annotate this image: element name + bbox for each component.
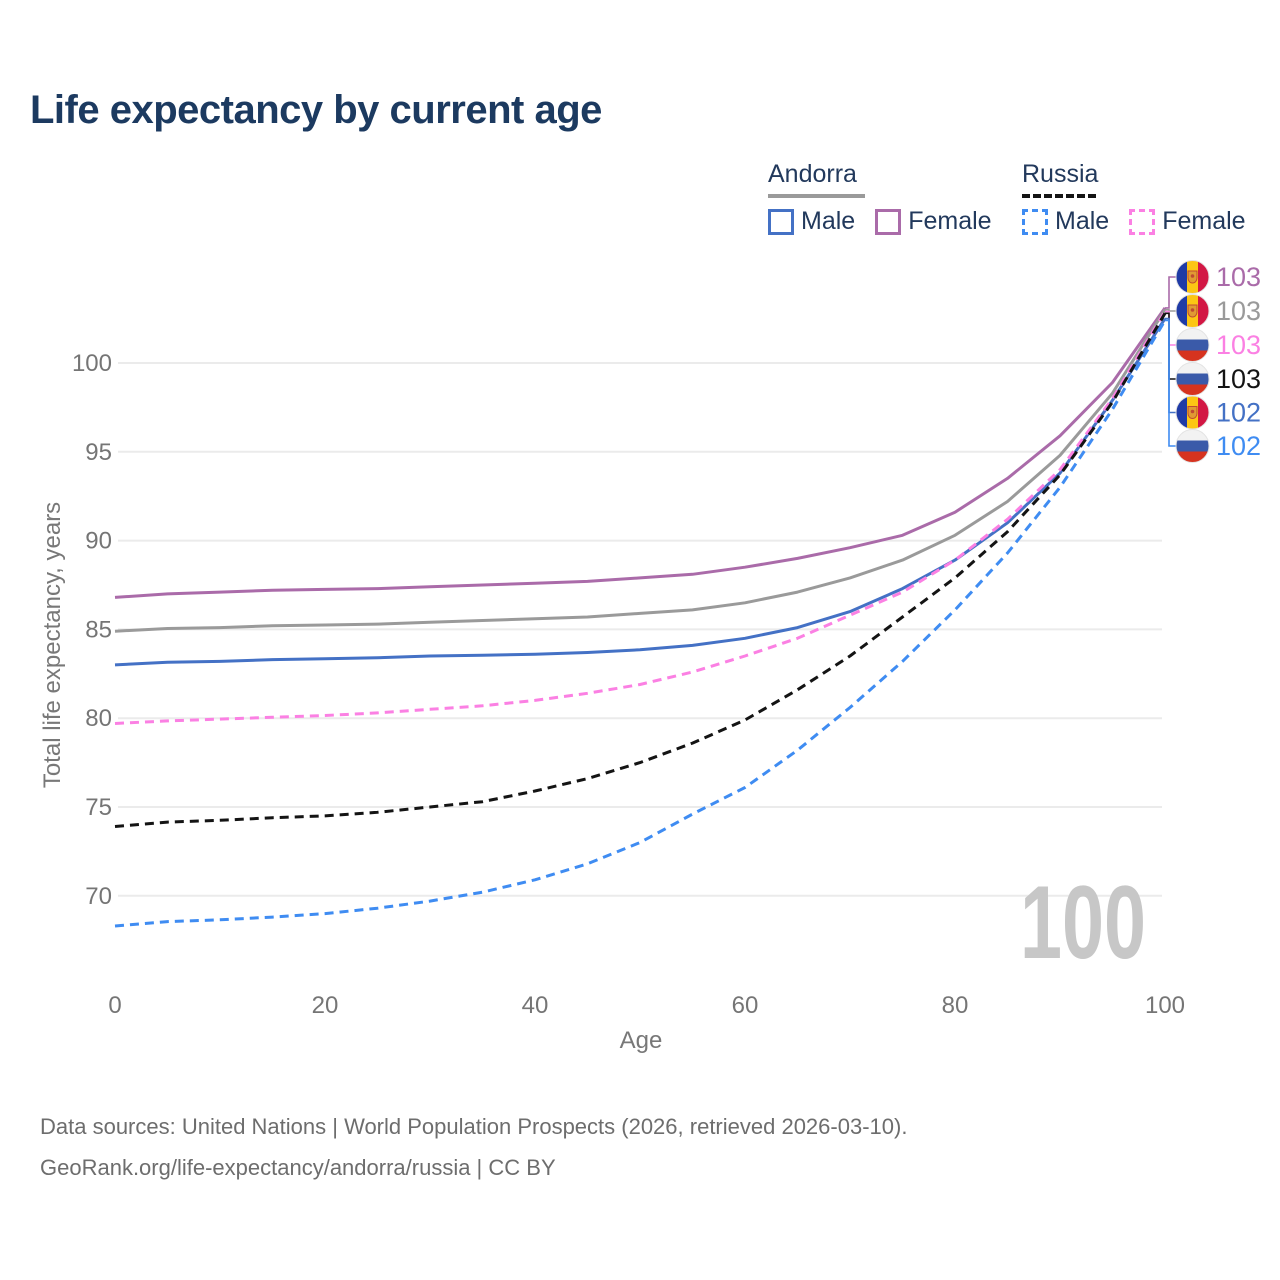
- flag-icon-andorra: [1175, 260, 1210, 294]
- x-tick-label-40: 40: [522, 992, 549, 1019]
- footer: Data sources: United Nations | World Pop…: [40, 1106, 907, 1188]
- legend-country-andorra[interactable]: Andorra: [768, 160, 857, 188]
- y-tick-label-95: 95: [85, 439, 112, 466]
- legend-country-line-solid: [768, 194, 865, 198]
- series-line-andorra_all: [114, 308, 1167, 633]
- end-value-andorra_male: 102: [1216, 398, 1261, 428]
- legend-item-russia_male[interactable]: Male: [1022, 207, 1109, 236]
- leader-line-russia_all: [1165, 312, 1176, 380]
- legend-country-line-dashed: [1022, 194, 1096, 198]
- leader-line-andorra_all: [1165, 308, 1176, 312]
- legend-swatch-andorra_female: [875, 208, 902, 235]
- legend-group-russia: Russia Male Female: [1022, 160, 1266, 236]
- legend-label-andorra_male: Male: [801, 207, 856, 235]
- y-tick-label-90: 90: [85, 528, 112, 555]
- legend-label-andorra_female: Female: [908, 207, 992, 235]
- end-value-russia_female: 103: [1216, 330, 1261, 360]
- x-tick-label-80: 80: [942, 992, 969, 1019]
- x-axis-title: Age: [620, 1027, 663, 1054]
- footer-url-line: GeoRank.org/life-expectancy/andorra/russ…: [40, 1155, 556, 1180]
- footer-sources-line: Data sources: United Nations | World Pop…: [40, 1114, 908, 1139]
- series-line-russia_all: [114, 312, 1167, 828]
- leader-line-russia_male: [1165, 319, 1176, 447]
- series-line-russia_male: [114, 319, 1167, 928]
- end-value-andorra_all: 103: [1216, 296, 1261, 326]
- x-tick-label-0: 0: [108, 992, 121, 1019]
- legend-item-andorra_female[interactable]: Female: [875, 207, 992, 236]
- axis-ticks: 100 95 90 85 80 75 70 0 20 40 60 80 100: [72, 350, 1185, 1019]
- chart-watermark-age: 100: [1020, 865, 1146, 981]
- legend-swatch-russia_male: [1022, 208, 1048, 235]
- legend-items-andorra: Male Female: [768, 207, 1012, 236]
- legend-label-russia_male: Male: [1055, 207, 1110, 235]
- y-tick-label-70: 70: [85, 883, 112, 910]
- leader-line-andorra_male: [1165, 317, 1176, 414]
- x-tick-label-60: 60: [732, 992, 759, 1019]
- flag-icon-russia: [1175, 328, 1210, 362]
- x-tick-label-100: 100: [1145, 992, 1185, 1019]
- end-value-andorra_female: 103: [1216, 262, 1261, 292]
- legend-country-russia[interactable]: Russia: [1022, 160, 1099, 188]
- y-tick-label-80: 80: [85, 705, 112, 732]
- page-title: Life expectancy by current age: [30, 88, 602, 132]
- leader-line-russia_female: [1165, 310, 1176, 346]
- end-label-leaders: [1165, 276, 1176, 447]
- flag-icon-andorra: [1175, 294, 1210, 328]
- gridlines: [118, 362, 1162, 897]
- y-tick-label-75: 75: [85, 794, 112, 821]
- y-axis-title: Total life expectancy, years: [39, 502, 66, 788]
- legend-item-andorra_male[interactable]: Male: [768, 207, 855, 236]
- series-line-andorra_female: [114, 307, 1167, 599]
- legend-item-russia_female[interactable]: Female: [1129, 207, 1246, 236]
- flag-icon-russia: [1175, 429, 1210, 463]
- legend-group-andorra: Andorra Male Female: [768, 160, 1012, 236]
- y-tick-label-100: 100: [72, 350, 112, 377]
- y-tick-label-85: 85: [85, 616, 112, 643]
- series-line-russia_female: [114, 310, 1167, 725]
- x-tick-label-20: 20: [312, 992, 339, 1019]
- legend-items-russia: Male Female: [1022, 207, 1266, 236]
- legend-swatch-andorra_male: [768, 208, 794, 235]
- end-value-russia_all: 103: [1216, 364, 1261, 394]
- legend-swatch-russia_female: [1129, 208, 1156, 235]
- flag-icon-andorra: [1175, 395, 1210, 430]
- legend-label-russia_female: Female: [1162, 207, 1246, 235]
- series-line-andorra_male: [114, 317, 1167, 667]
- leader-line-andorra_female: [1165, 276, 1176, 309]
- series-lines: [114, 307, 1167, 928]
- flag-icon-russia: [1175, 362, 1210, 396]
- end-value-russia_male: 102: [1216, 431, 1261, 461]
